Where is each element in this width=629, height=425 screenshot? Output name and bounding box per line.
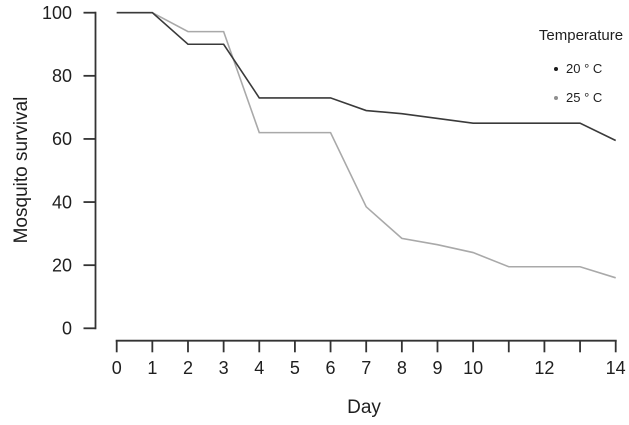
y-tick-label: 80 xyxy=(52,66,72,86)
series-line-25c xyxy=(116,11,616,279)
legend-entry: 20 ° C xyxy=(525,61,625,76)
x-tick-label: 0 xyxy=(112,358,122,378)
x-tick-label: 7 xyxy=(361,358,371,378)
legend-entries: 20 ° C 25 ° C xyxy=(525,61,625,105)
x-tick-label: 4 xyxy=(254,358,264,378)
x-axis-title: Day xyxy=(347,397,381,418)
x-tick-label: 6 xyxy=(326,358,336,378)
legend-entry-label: 20 ° C xyxy=(566,61,603,76)
x-tick-label: 14 xyxy=(606,358,626,378)
series-line-20c xyxy=(116,11,617,142)
y-tick-label: 60 xyxy=(52,129,72,149)
y-tick-label: 40 xyxy=(52,192,72,212)
y-axis-title: Mosquito survival xyxy=(11,96,32,244)
x-tick-label: 8 xyxy=(397,358,407,378)
x-tick-label: 9 xyxy=(432,358,442,378)
legend-entry: 25 ° C xyxy=(525,90,625,105)
legend-entry-label: 25 ° C xyxy=(566,90,603,105)
legend-marker-dot-icon xyxy=(554,95,558,100)
x-tick-label: 5 xyxy=(290,358,300,378)
legend-marker-dot-icon xyxy=(554,66,558,71)
x-tick-label: 3 xyxy=(219,358,229,378)
x-tick-label: 10 xyxy=(463,358,483,378)
x-tick-label: 1 xyxy=(147,358,157,378)
y-tick-label: 100 xyxy=(42,3,72,23)
legend: Temperature 20 ° C 25 ° C xyxy=(525,27,625,105)
y-tick-label: 0 xyxy=(62,319,72,339)
x-tick-label: 2 xyxy=(183,358,193,378)
y-tick-label: 20 xyxy=(52,255,72,275)
legend-title: Temperature xyxy=(538,27,624,44)
x-tick-label: 12 xyxy=(534,358,554,378)
